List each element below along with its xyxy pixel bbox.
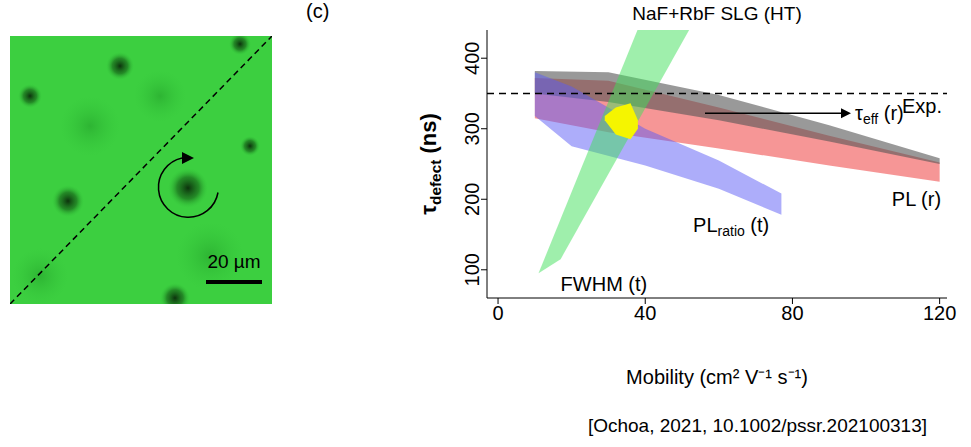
- svg-text:120: 120: [923, 302, 956, 324]
- svg-text:τdefect (ns): τdefect (ns): [416, 113, 444, 215]
- svg-text:400: 400: [461, 42, 483, 75]
- svg-text:100: 100: [461, 253, 483, 286]
- svg-text:200: 200: [461, 183, 483, 216]
- svg-text:20 µm: 20 µm: [207, 251, 260, 272]
- svg-text:80: 80: [781, 302, 803, 324]
- svg-text:Exp.: Exp.: [902, 95, 942, 117]
- svg-text:τeff (r): τeff (r): [855, 102, 904, 127]
- svg-text:300: 300: [461, 112, 483, 145]
- svg-text:NaF+RbF SLG (HT): NaF+RbF SLG (HT): [632, 3, 801, 24]
- svg-text:Mobility (cm² V⁻¹ s⁻¹): Mobility (cm² V⁻¹ s⁻¹): [626, 366, 808, 388]
- svg-text:[Ochoa, 2021, 10.1002/pssr.202: [Ochoa, 2021, 10.1002/pssr.202100313]: [588, 415, 927, 436]
- svg-text:0: 0: [492, 302, 503, 324]
- svg-text:FWHM (t): FWHM (t): [561, 273, 648, 295]
- svg-text:PLratio (t): PLratio (t): [693, 214, 769, 239]
- svg-text:PL (r): PL (r): [892, 188, 941, 210]
- svg-text:40: 40: [634, 302, 656, 324]
- svg-text:(c): (c): [306, 0, 329, 22]
